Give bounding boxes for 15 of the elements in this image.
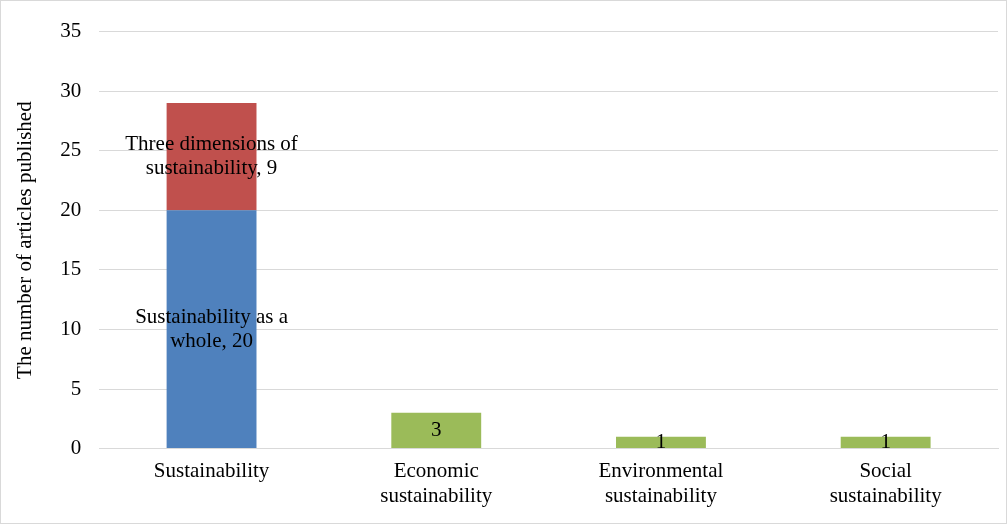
x-tick-label: Environmental sustainability	[598, 457, 724, 507]
y-tick-label: 10	[60, 315, 82, 340]
y-tick-label: 20	[60, 196, 82, 221]
x-tick-label: Social sustainability	[829, 457, 943, 507]
y-tick-label: 0	[70, 435, 82, 460]
y-tick-label: 35	[60, 18, 82, 43]
y-tick-label: 25	[60, 137, 82, 162]
y-tick-label: 5	[70, 375, 82, 400]
bar	[391, 412, 482, 449]
x-tick-label: Sustainability	[153, 457, 270, 482]
x-tick-label: Economic sustainability	[380, 457, 493, 507]
y-axis-title: The number of articles published	[12, 100, 37, 379]
data-label: 3	[431, 416, 442, 441]
y-tick-label: 30	[60, 77, 82, 102]
y-tick-label: 15	[60, 256, 82, 281]
